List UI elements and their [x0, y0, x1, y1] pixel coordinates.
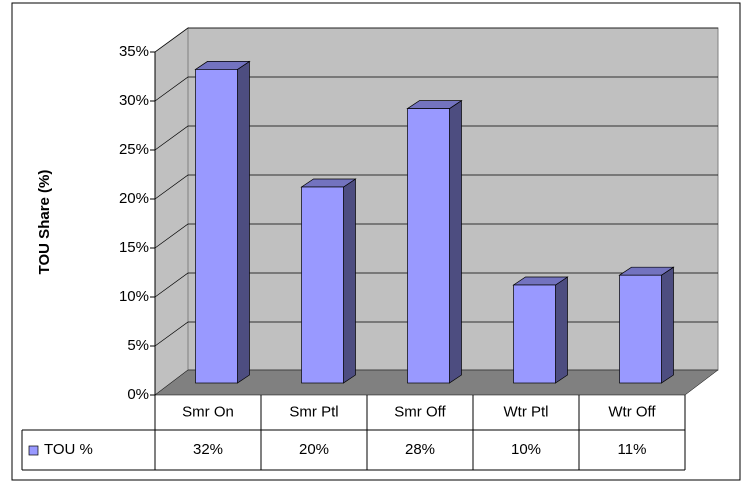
bar	[407, 108, 450, 384]
grid-line	[154, 76, 718, 102]
y-tick-label: 20%	[119, 190, 149, 207]
x-tick-label: Smr Ptl	[289, 403, 338, 420]
grid-line	[154, 174, 718, 200]
y-tick-label: 15%	[119, 239, 149, 256]
legend-swatch	[28, 445, 39, 456]
x-tick-label: Wtr Off	[608, 403, 656, 420]
x-tick-label: Smr Off	[394, 403, 446, 420]
y-tick-label: 0%	[127, 386, 149, 403]
bar-side	[343, 178, 356, 384]
y-tick-label: 30%	[119, 92, 149, 109]
data-table-value: 11%	[618, 441, 647, 458]
bar-side	[661, 266, 674, 384]
bar	[513, 284, 556, 384]
bar	[195, 69, 238, 384]
bar-side	[237, 60, 250, 384]
grid-line	[154, 125, 718, 151]
data-table-value: 10%	[511, 441, 541, 458]
grid-line	[154, 27, 718, 53]
y-tick-label: 25%	[119, 141, 149, 158]
y-tick-label: 10%	[119, 288, 149, 305]
data-table-value: 28%	[405, 441, 435, 458]
bar-side	[449, 99, 462, 384]
legend-label: TOU %	[44, 441, 93, 458]
grid-line	[154, 272, 718, 298]
y-axis-title: TOU Share (%)	[36, 170, 53, 275]
x-tick-label: Wtr Ptl	[504, 403, 549, 420]
grid-line	[154, 223, 718, 249]
y-tick-label: 35%	[119, 43, 149, 60]
data-table-value: 20%	[299, 441, 329, 458]
x-tick-label: Smr On	[182, 403, 234, 420]
y-tick-label: 5%	[127, 337, 149, 354]
side-wall	[154, 27, 189, 397]
bar	[301, 186, 344, 384]
data-table-value: 32%	[193, 441, 223, 458]
bar-side	[555, 276, 568, 384]
bar	[619, 274, 662, 384]
